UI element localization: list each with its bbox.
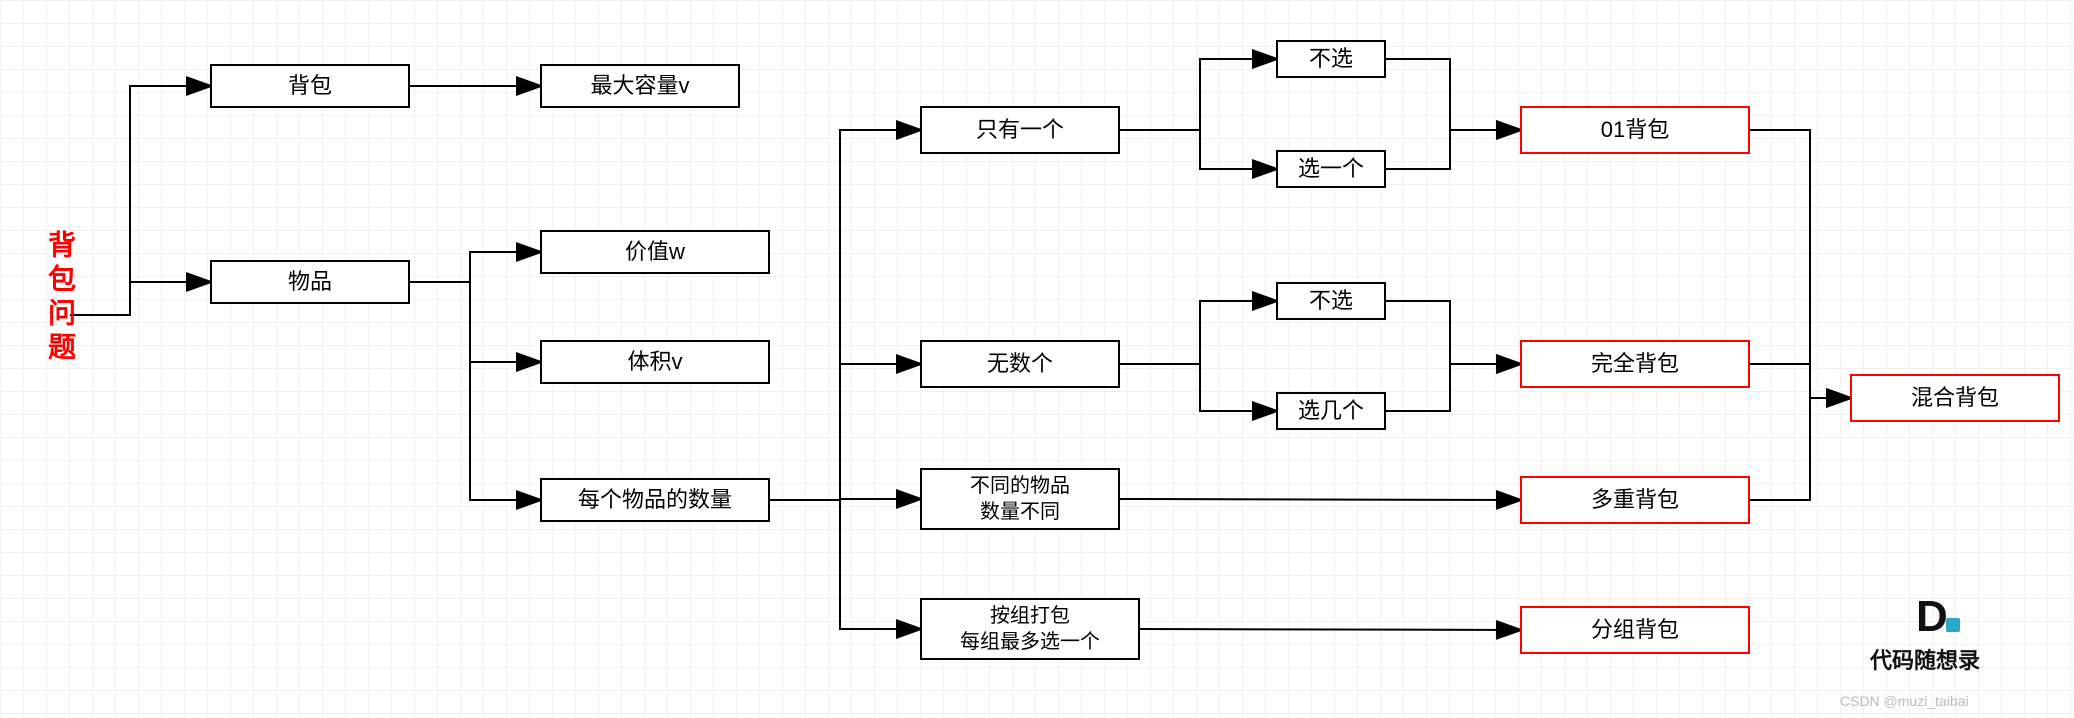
node-n_cap: 最大容量v (540, 64, 740, 108)
node-n_one: 只有一个 (920, 106, 1120, 154)
node-n_no1: 不选 (1276, 40, 1386, 78)
node-n_full: 完全背包 (1520, 340, 1750, 388)
node-n_01: 01背包 (1520, 106, 1750, 154)
root-node: 背包问题 (40, 230, 80, 366)
node-n_diff: 不同的物品 数量不同 (920, 468, 1120, 530)
logo-icon-accent (1946, 618, 1960, 632)
node-n_inf: 无数个 (920, 340, 1120, 388)
node-n_bag: 背包 (210, 64, 410, 108)
node-n_qty: 每个物品的数量 (540, 478, 770, 522)
node-n_item: 物品 (210, 260, 410, 304)
node-n_seln: 选几个 (1276, 392, 1386, 430)
node-n_sel1: 选一个 (1276, 150, 1386, 188)
logo-icon: D (1916, 592, 1948, 642)
logo-text: 代码随想录 (1870, 643, 1980, 675)
node-n_group: 分组背包 (1520, 606, 1750, 654)
watermark: CSDN @muzi_taibai (1840, 693, 1969, 709)
node-n_val: 价值w (540, 230, 770, 274)
node-n_grp: 按组打包 每组最多选一个 (920, 598, 1140, 660)
node-n_vol: 体积v (540, 340, 770, 384)
node-n_mix: 混合背包 (1850, 374, 2060, 422)
node-n_no2: 不选 (1276, 282, 1386, 320)
node-n_multi: 多重背包 (1520, 476, 1750, 524)
